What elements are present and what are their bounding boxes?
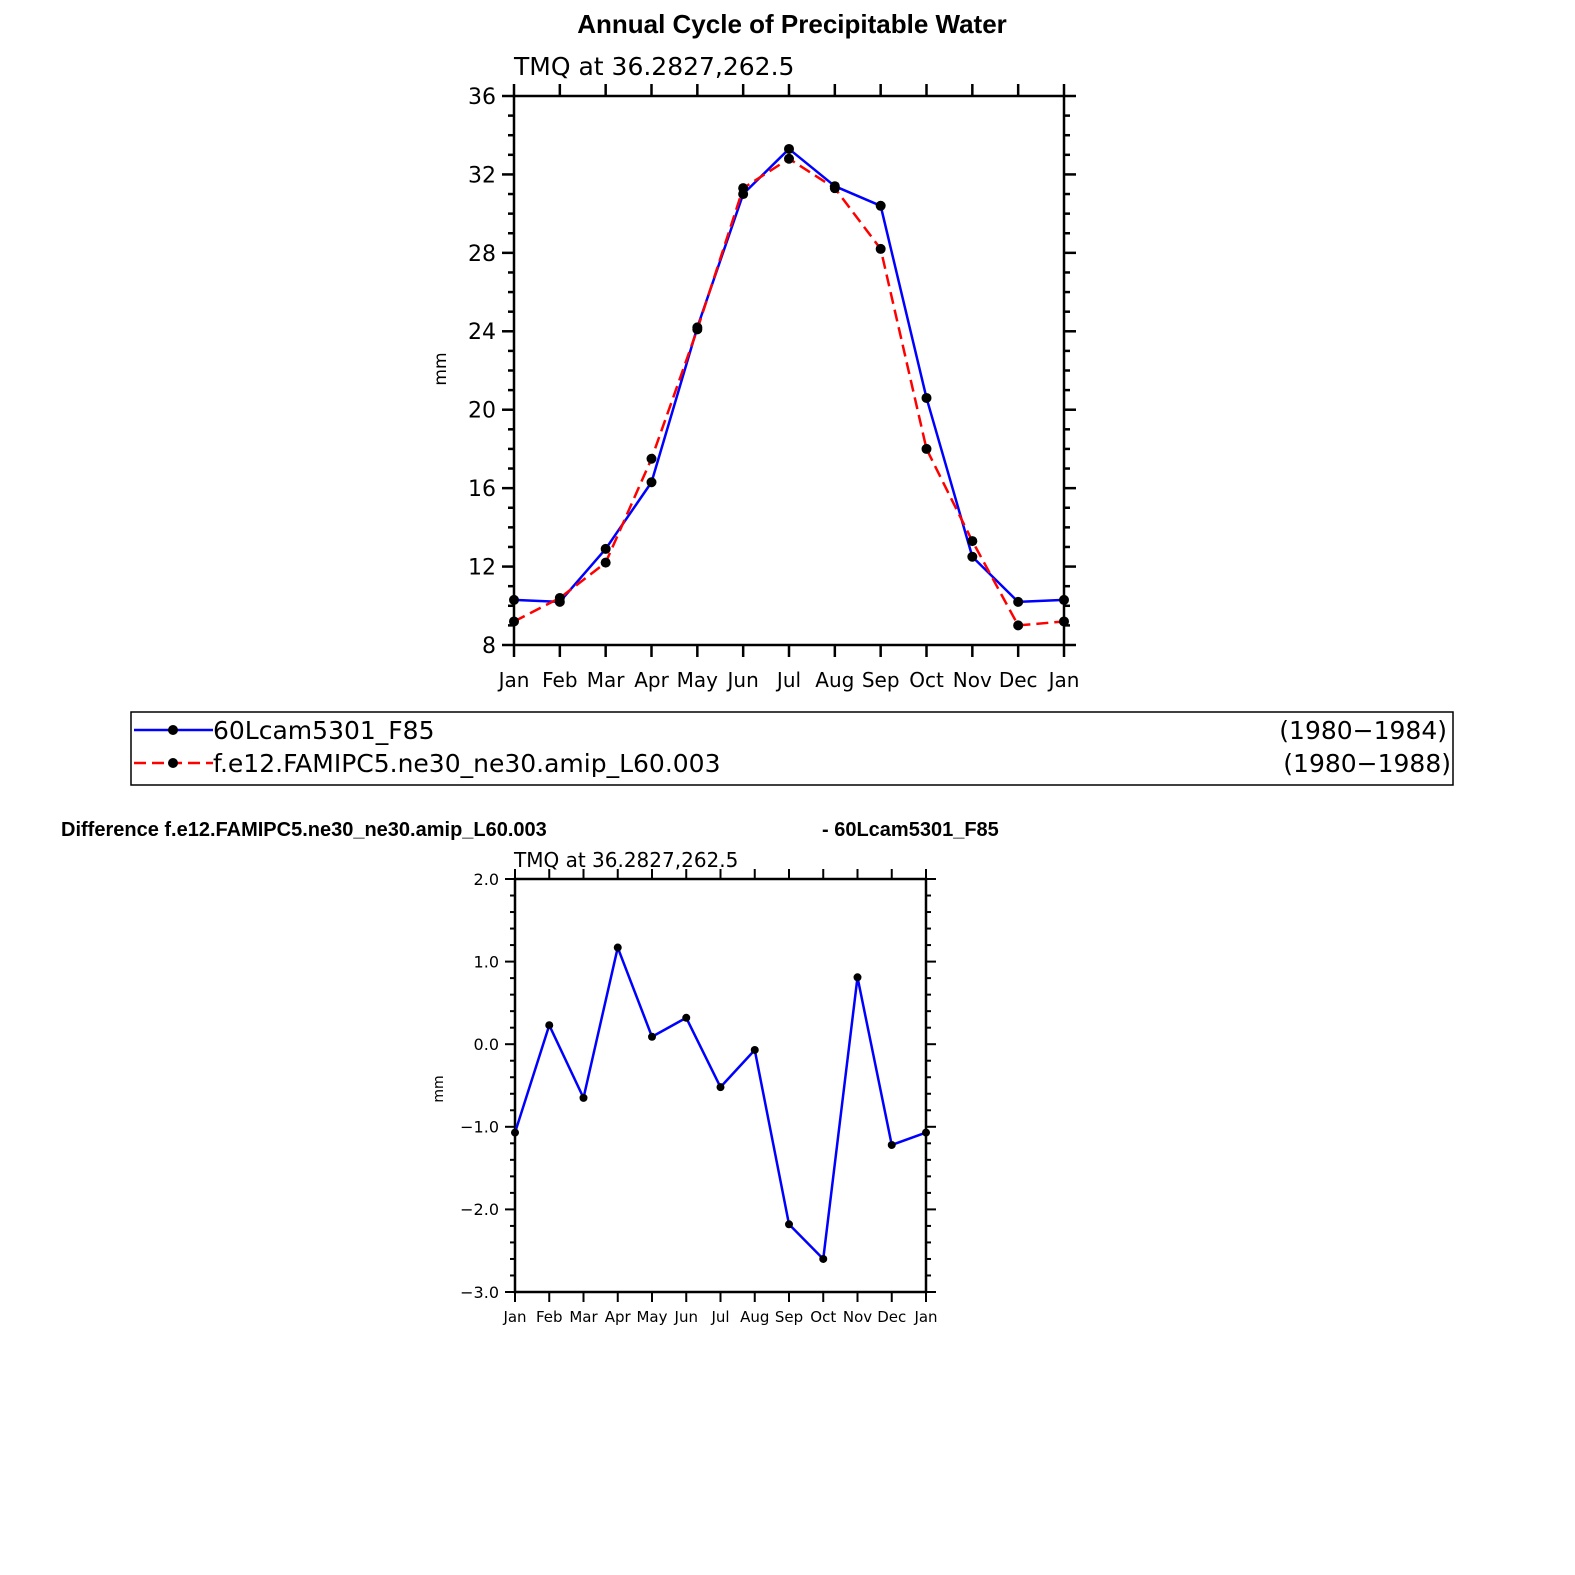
series-2-point (829, 183, 840, 194)
series-line-1 (513, 946, 927, 1261)
series-1-point (887, 1140, 896, 1149)
series-1-point (784, 143, 794, 154)
x-tick-label: May (677, 668, 719, 692)
series-1-point (511, 1128, 519, 1137)
legend-marker-2 (168, 758, 178, 768)
series-1-point (819, 1254, 828, 1263)
difference-title-right: - 60Lcam5301_F85 (822, 819, 999, 841)
series-1-point (1059, 594, 1069, 605)
legend: 60Lcam5301_F85 (1980−1984) f.e12.FAMIPC5… (130, 711, 1454, 786)
series-2-point (1059, 616, 1069, 627)
series-1-point (648, 1032, 656, 1041)
y-tick-label: 16 (468, 477, 496, 502)
x-tick-label: Jan (1047, 668, 1080, 692)
series-1-point (967, 551, 978, 562)
series-1-point (853, 973, 862, 982)
series-line-1 (513, 147, 1065, 604)
x-tick-label: Jan (913, 1308, 937, 1326)
plot-frame (512, 94, 1066, 647)
x-tick-label: Jan (502, 1308, 526, 1326)
y-tick-label: 32 (468, 163, 496, 188)
series-2-point (692, 324, 703, 335)
legend-period-1: (1980−1984) (1279, 716, 1447, 745)
x-tick-label: Nov (843, 1308, 872, 1326)
bottom-subtitle: TMQ at 36.2827,262.5 (513, 848, 738, 872)
x-tick-label: Jun (726, 668, 759, 692)
y-tick-label: −3.0 (460, 1283, 499, 1302)
x-tick-label: Feb (542, 668, 577, 692)
x-tick-label: Oct (810, 1308, 836, 1326)
series-2-point (784, 153, 794, 164)
series-1-point (579, 1093, 588, 1102)
x-tick-label: Sep (862, 668, 900, 692)
y-tick-label: −2.0 (460, 1200, 499, 1219)
series-line-2 (513, 157, 1065, 627)
series-1-point (545, 1021, 554, 1030)
top-ylabel: mm (431, 352, 451, 385)
x-tick-label: May (636, 1308, 667, 1326)
x-tick-label: Aug (815, 668, 854, 692)
x-tick-label: Oct (909, 668, 944, 692)
top-subtitle: TMQ at 36.2827,262.5 (513, 52, 794, 81)
x-tick-label: Mar (587, 668, 626, 692)
x-tick-label: Dec (999, 668, 1038, 692)
x-tick-label: Jul (775, 668, 801, 692)
y-tick-label: 2.0 (474, 870, 499, 889)
x-tick-label: Apr (605, 1308, 632, 1326)
top-chart: Jan Feb Mar Apr May Jun Jul Aug Sep Oct Nov Dec Jan8… (468, 84, 1079, 692)
y-tick-label: 36 (468, 85, 496, 110)
series-1-point (646, 477, 657, 488)
series-2-point (738, 183, 749, 194)
series-1-point (600, 543, 611, 554)
y-tick-label: 20 (468, 399, 496, 424)
series-2-point (967, 536, 978, 547)
x-tick-label: Dec (877, 1308, 906, 1326)
series-2-point (554, 592, 565, 603)
x-tick-label: Jun (674, 1308, 698, 1326)
series-1-point (509, 594, 519, 605)
x-tick-label: Feb (536, 1308, 563, 1326)
bottom-ylabel: mm (431, 1075, 447, 1102)
bottom-chart: Jan Feb Mar Apr May Jun Jul Aug Sep Oct Nov Dec Jan−… (460, 869, 938, 1326)
y-tick-label: 12 (468, 555, 496, 580)
main-title: Annual Cycle of Precipitable Water (577, 9, 1007, 39)
legend-period-2: (1980−1988) (1283, 749, 1451, 778)
legend-box (130, 711, 1454, 786)
series-1-point (921, 392, 932, 403)
series-1-point (1013, 596, 1024, 607)
y-tick-label: 8 (482, 634, 496, 659)
y-tick-label: 28 (468, 242, 496, 267)
series-1-point (875, 200, 886, 211)
x-tick-label: Apr (634, 668, 669, 692)
y-tick-label: 1.0 (474, 952, 499, 971)
x-tick-label: Jul (710, 1308, 729, 1326)
series-2-point (600, 557, 611, 568)
series-2-point (646, 453, 657, 464)
series-1-point (750, 1045, 759, 1054)
legend-label-2: f.e12.FAMIPC5.ne30_ne30.amip_L60.003 (213, 749, 721, 778)
legend-label-1: 60Lcam5301_F85 (213, 716, 434, 745)
y-tick-label: 24 (468, 320, 496, 345)
series-2-point (509, 616, 519, 627)
series-1-point (613, 943, 622, 952)
difference-title-left: Difference f.e12.FAMIPC5.ne30_ne30.amip_… (61, 819, 547, 841)
x-tick-label: Nov (953, 668, 992, 692)
series-1-point (716, 1083, 725, 1092)
x-tick-label: Mar (569, 1308, 598, 1326)
legend-entry-1: 60Lcam5301_F85 (1980−1984) (134, 716, 1447, 745)
series-2-point (921, 443, 932, 454)
series-1-point (785, 1220, 793, 1229)
x-tick-label: Sep (775, 1308, 803, 1326)
series-2-point (1013, 620, 1024, 631)
legend-entry-2: f.e12.FAMIPC5.ne30_ne30.amip_L60.003 (19… (134, 749, 1451, 778)
legend-marker-1 (168, 725, 178, 735)
x-tick-label: Aug (740, 1308, 769, 1326)
y-tick-label: −1.0 (460, 1118, 499, 1137)
x-tick-label: Jan (497, 668, 530, 692)
series-2-point (875, 243, 886, 254)
series-1-point (682, 1013, 691, 1022)
series-1-point (922, 1128, 930, 1137)
y-tick-label: 0.0 (474, 1035, 499, 1054)
